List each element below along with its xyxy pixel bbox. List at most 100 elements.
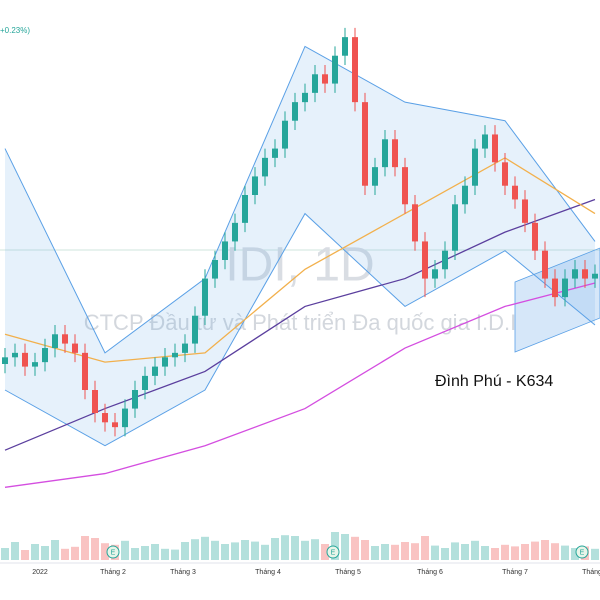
- volume-bar: [471, 540, 479, 560]
- time-label: Tháng 6: [417, 569, 443, 576]
- volume-bar: [41, 546, 49, 560]
- volume-bar: [21, 550, 29, 560]
- candle-body: [342, 37, 348, 56]
- candle-body: [162, 357, 168, 367]
- volume-bar: [311, 539, 319, 560]
- volume-bar: [181, 542, 189, 560]
- candle-body: [572, 269, 578, 279]
- candle-body: [532, 222, 538, 251]
- candle-body: [142, 375, 148, 390]
- candle-body: [2, 357, 8, 364]
- time-label: Tháng: [582, 569, 600, 576]
- volume-bar: [301, 540, 309, 560]
- volume-bar: [251, 541, 259, 560]
- volume-bar: [371, 546, 379, 560]
- candle-body: [242, 195, 248, 223]
- volume-bar: [591, 548, 599, 560]
- volume-bar: [441, 548, 449, 560]
- candle-body: [462, 185, 468, 205]
- volume-bar: [421, 536, 429, 560]
- time-label: 2022: [32, 569, 48, 576]
- candle-body: [92, 390, 98, 414]
- volume-bar: [511, 546, 519, 560]
- candle-body: [12, 352, 18, 358]
- candle-body: [82, 352, 88, 390]
- volume-bar: [151, 544, 159, 560]
- candle-body: [312, 74, 318, 93]
- candle-body: [172, 352, 178, 358]
- candle-body: [592, 273, 598, 279]
- candle-body: [192, 315, 198, 344]
- volume-bar: [121, 540, 129, 560]
- volume-bar: [291, 536, 299, 560]
- volume-bar: [61, 548, 69, 560]
- volume-bar: [411, 543, 419, 560]
- candle-body: [292, 102, 298, 121]
- annotation: Đình Phú - K634: [435, 373, 553, 390]
- time-label: Tháng 2: [100, 569, 126, 576]
- volume-bar: [191, 539, 199, 560]
- candle-body: [522, 199, 528, 223]
- candle-body: [452, 204, 458, 251]
- volume-bar: [91, 538, 99, 560]
- volume-bar: [321, 544, 329, 560]
- volume-bar: [171, 549, 179, 560]
- candle-body: [542, 250, 548, 279]
- volume-bar: [571, 548, 579, 560]
- candle-body: [112, 422, 118, 428]
- candle-body: [442, 250, 448, 270]
- band-lower: [4, 212, 596, 447]
- earnings-marker: [106, 545, 120, 559]
- candle-body: [352, 37, 358, 103]
- volume-bar: [401, 542, 409, 560]
- time-label: Tháng 4: [255, 569, 281, 576]
- candle-body: [252, 176, 258, 195]
- candle-body: [482, 134, 488, 149]
- trend-channel: [514, 247, 600, 353]
- volume-bar: [241, 540, 249, 560]
- candle-body: [42, 348, 48, 363]
- volume-bar: [541, 540, 549, 560]
- earnings-label: E: [111, 549, 116, 556]
- volume-bar: [461, 544, 469, 560]
- volume-bar: [221, 544, 229, 560]
- volume-bar: [51, 540, 59, 560]
- volume-bar: [481, 546, 489, 560]
- volume-bar: [201, 536, 209, 560]
- candle-body: [512, 185, 518, 200]
- volume-bar: [261, 544, 269, 560]
- candle-body: [552, 278, 558, 298]
- candle-body: [372, 167, 378, 186]
- volume-bar: [281, 535, 289, 560]
- volume-bar: [211, 540, 219, 560]
- volume-bar: [391, 544, 399, 560]
- band-fill: [5, 46, 595, 446]
- candle-body: [132, 390, 138, 409]
- candle-body: [122, 408, 128, 428]
- candle-body: [52, 334, 58, 349]
- volume-bar: [1, 548, 9, 560]
- change-label: +0.23%): [0, 26, 30, 35]
- volume-bar: [161, 548, 169, 560]
- candle-body: [322, 74, 328, 84]
- candle-body: [502, 162, 508, 186]
- candle-body: [422, 241, 428, 279]
- volume-bar: [141, 546, 149, 560]
- candle-body: [102, 413, 108, 423]
- candle-body: [272, 148, 278, 158]
- candle-body: [382, 139, 388, 168]
- volume-bar: [351, 536, 359, 560]
- earnings-label: E: [331, 549, 336, 556]
- volume-bar: [531, 541, 539, 560]
- band-upper: [4, 45, 596, 354]
- earnings-label: E: [580, 549, 585, 556]
- volume-bar: [561, 545, 569, 560]
- candle-body: [32, 362, 38, 367]
- candle-body: [402, 167, 408, 205]
- volume-bar: [381, 544, 389, 560]
- volume-bar: [451, 542, 459, 560]
- volume-bar: [521, 544, 529, 560]
- volume-bar: [81, 536, 89, 560]
- candle-body: [362, 102, 368, 186]
- candle-body: [562, 278, 568, 298]
